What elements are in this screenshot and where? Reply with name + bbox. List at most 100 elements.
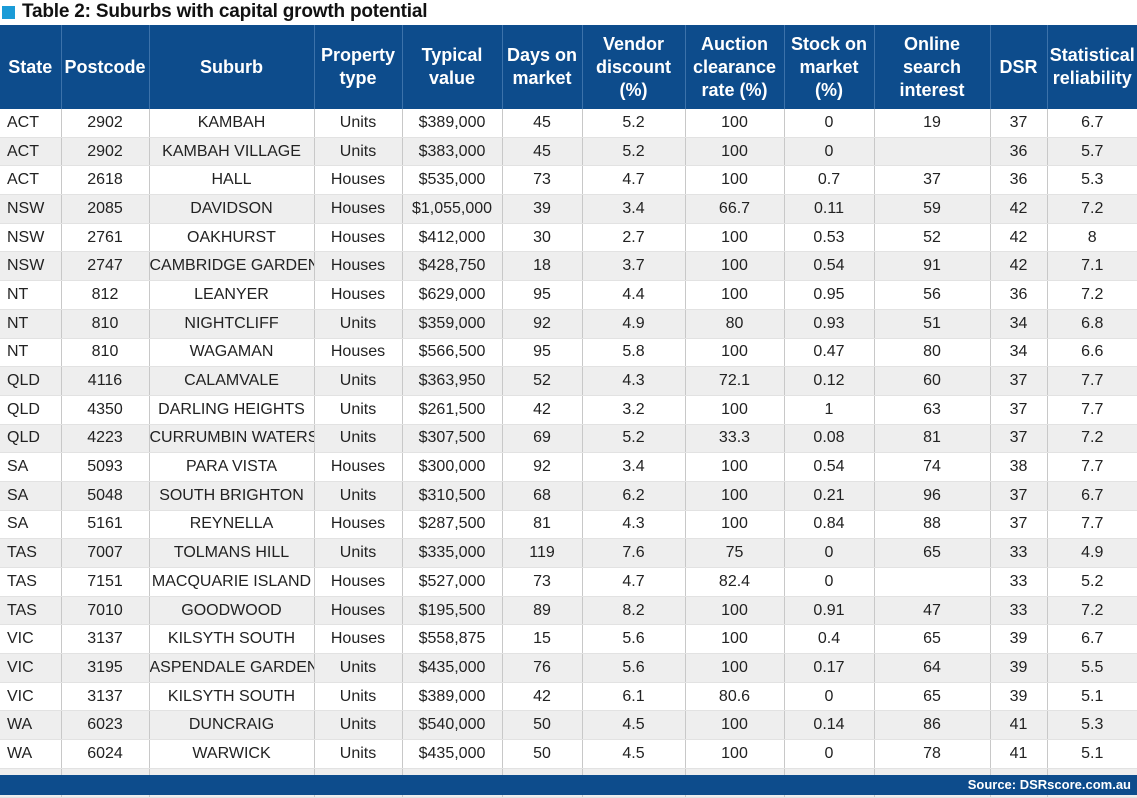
cell-suburb: NIGHTCLIFF xyxy=(149,309,315,339)
cell-property-type: Units xyxy=(314,109,403,138)
cell-statistical-reliability: 7.2 xyxy=(1047,194,1137,224)
cell-vendor-discount: 4.9 xyxy=(582,309,686,339)
cell-postcode: 812 xyxy=(61,280,150,310)
cell-vendor-discount: 5.6 xyxy=(582,624,686,655)
cell-typical-value: $527,000 xyxy=(402,567,503,597)
cell-auction-clearance: 100 xyxy=(685,109,785,138)
cell-typical-value: $195,500 xyxy=(402,596,503,626)
cell-auction-clearance: 100 xyxy=(685,452,785,482)
cell-suburb: MACQUARIE ISLAND xyxy=(149,567,315,597)
header-row: State Postcode Suburb Property type Typi… xyxy=(0,25,1137,109)
cell-postcode: 2618 xyxy=(61,165,150,196)
cell-auction-clearance: 100 xyxy=(685,165,785,196)
cell-typical-value: $310,500 xyxy=(402,481,503,511)
cell-online-search xyxy=(874,137,991,167)
cell-vendor-discount: 4.5 xyxy=(582,710,686,741)
cell-days-on-market: 42 xyxy=(502,395,583,425)
cell-postcode: 2085 xyxy=(61,194,150,224)
cell-dsr: 42 xyxy=(990,223,1048,253)
cell-dsr: 33 xyxy=(990,538,1048,568)
cell-state: NT xyxy=(0,309,62,339)
cell-auction-clearance: 66.7 xyxy=(685,194,785,224)
cell-typical-value: $389,000 xyxy=(402,682,503,712)
title-bullet-icon xyxy=(2,5,15,19)
cell-days-on-market: 45 xyxy=(502,109,583,138)
cell-typical-value: $300,000 xyxy=(402,452,503,482)
cell-statistical-reliability: 6.7 xyxy=(1047,481,1137,511)
cell-vendor-discount: 3.4 xyxy=(582,452,686,482)
table-row: WA 6023 DUNCRAIG Units $540,000 50 4.5 100 0.14 8… xyxy=(0,710,1137,741)
cell-statistical-reliability: 5.1 xyxy=(1047,682,1137,712)
cell-stock-on-market: 0 xyxy=(784,538,875,568)
cell-days-on-market: 50 xyxy=(502,739,583,769)
cell-property-type: Units xyxy=(314,424,403,454)
cell-auction-clearance: 100 xyxy=(685,137,785,167)
cell-state: NT xyxy=(0,280,62,310)
cell-suburb: DAVIDSON xyxy=(149,194,315,224)
cell-typical-value: $435,000 xyxy=(402,653,503,683)
cell-postcode: 4223 xyxy=(61,424,150,454)
cell-dsr: 37 xyxy=(990,395,1048,425)
cell-postcode: 810 xyxy=(61,309,150,339)
cell-days-on-market: 95 xyxy=(502,338,583,368)
cell-vendor-discount: 5.8 xyxy=(582,338,686,368)
cell-stock-on-market: 0 xyxy=(784,109,875,138)
cell-state: ACT xyxy=(0,165,62,196)
cell-online-search: 78 xyxy=(874,739,991,769)
header-postcode: Postcode xyxy=(61,25,150,109)
cell-dsr: 33 xyxy=(990,596,1048,626)
cell-postcode: 4350 xyxy=(61,395,150,425)
cell-postcode: 6023 xyxy=(61,710,150,741)
cell-stock-on-market: 0.4 xyxy=(784,624,875,655)
cell-dsr: 34 xyxy=(990,309,1048,339)
cell-online-search: 63 xyxy=(874,395,991,425)
cell-stock-on-market: 0.84 xyxy=(784,510,875,540)
cell-vendor-discount: 4.7 xyxy=(582,567,686,597)
cell-stock-on-market: 0.12 xyxy=(784,366,875,396)
header-state: State xyxy=(0,25,62,109)
cell-property-type: Houses xyxy=(314,251,403,282)
cell-statistical-reliability: 7.7 xyxy=(1047,395,1137,425)
cell-postcode: 2902 xyxy=(61,137,150,167)
cell-suburb: WAGAMAN xyxy=(149,338,315,368)
cell-online-search: 52 xyxy=(874,223,991,253)
cell-state: VIC xyxy=(0,653,62,683)
cell-property-type: Units xyxy=(314,653,403,683)
cell-days-on-market: 50 xyxy=(502,710,583,741)
table-row: TAS 7151 MACQUARIE ISLAND Houses $527,000 73 4… xyxy=(0,567,1137,597)
cell-days-on-market: 73 xyxy=(502,567,583,597)
cell-auction-clearance: 100 xyxy=(685,395,785,425)
cell-property-type: Units xyxy=(314,366,403,396)
cell-stock-on-market: 0.93 xyxy=(784,309,875,339)
cell-vendor-discount: 5.2 xyxy=(582,137,686,167)
header-auction-clearance: Auction clearance rate (%) xyxy=(685,25,785,109)
cell-property-type: Houses xyxy=(314,596,403,626)
cell-online-search: 91 xyxy=(874,251,991,282)
table-title-bar: Table 2: Suburbs with capital growth pot… xyxy=(0,0,1137,24)
cell-state: NSW xyxy=(0,223,62,253)
header-property-type: Property type xyxy=(314,25,403,109)
cell-dsr: 41 xyxy=(990,710,1048,741)
header-dsr: DSR xyxy=(990,25,1048,109)
cell-online-search: 80 xyxy=(874,338,991,368)
cell-typical-value: $261,500 xyxy=(402,395,503,425)
cell-property-type: Units xyxy=(314,309,403,339)
table-body: ACT 2902 KAMBAH Units $389,000 45 5.2 100 0 19 37 6… xyxy=(0,109,1137,798)
cell-property-type: Units xyxy=(314,682,403,712)
cell-state: QLD xyxy=(0,395,62,425)
cell-state: ACT xyxy=(0,109,62,138)
cell-vendor-discount: 7.6 xyxy=(582,538,686,568)
cell-suburb: KAMBAH VILLAGE xyxy=(149,137,315,167)
cell-statistical-reliability: 6.6 xyxy=(1047,338,1137,368)
cell-state: WA xyxy=(0,739,62,769)
cell-postcode: 7151 xyxy=(61,567,150,597)
table-row: NSW 2085 DAVIDSON Houses $1,055,000 39 3.4 66.7… xyxy=(0,194,1137,224)
header-days-on-market: Days on market xyxy=(502,25,583,109)
cell-statistical-reliability: 6.8 xyxy=(1047,309,1137,339)
cell-typical-value: $335,000 xyxy=(402,538,503,568)
cell-online-search: 60 xyxy=(874,366,991,396)
cell-typical-value: $428,750 xyxy=(402,251,503,282)
header-suburb: Suburb xyxy=(149,25,315,109)
cell-property-type: Houses xyxy=(314,223,403,253)
cell-vendor-discount: 4.5 xyxy=(582,739,686,769)
